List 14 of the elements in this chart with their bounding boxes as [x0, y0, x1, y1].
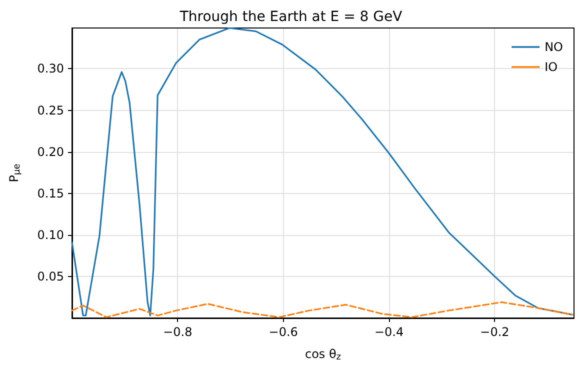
y-tick-label: 0.15	[37, 186, 64, 200]
y-tick-label: 0.10	[37, 228, 64, 242]
chart-title: Through the Earth at E = 8 GeV	[178, 9, 403, 25]
y-axis-title: Pμe	[7, 163, 22, 182]
x-tick-label: −0.2	[480, 325, 510, 339]
x-tick-label: −0.4	[374, 325, 404, 339]
legend-label: NO	[544, 40, 563, 54]
x-tick-label: −0.8	[163, 325, 192, 339]
legend-label: IO	[544, 60, 558, 74]
x-tick-label: −0.6	[268, 325, 298, 339]
y-tick-label: 0.25	[37, 103, 64, 118]
y-tick-label: 0.20	[37, 144, 64, 159]
y-tick-label: 0.05	[37, 269, 64, 284]
y-tick-label: 0.30	[37, 62, 64, 76]
